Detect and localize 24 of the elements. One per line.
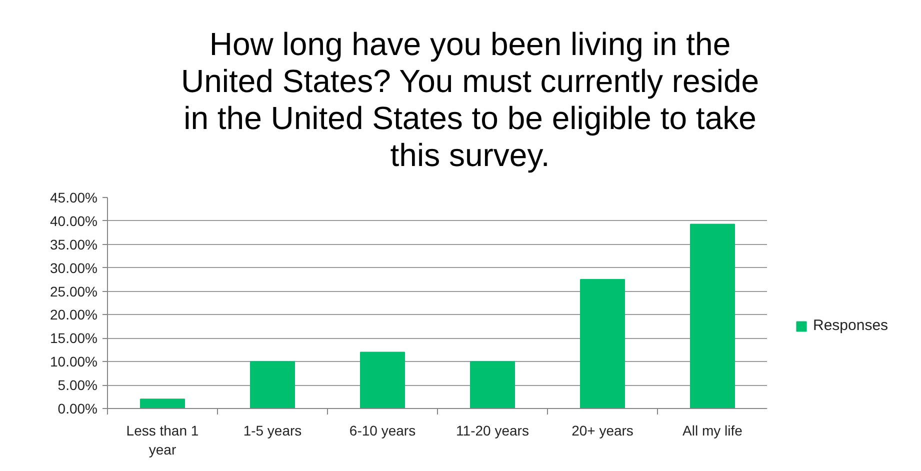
legend-label: Responses: [813, 317, 888, 334]
y-tick-label: 15.00%: [50, 330, 98, 346]
x-tick-label: Less than 1 year: [126, 422, 199, 458]
y-tick-label: 5.00%: [58, 377, 98, 394]
y-tick-label: 25.00%: [50, 283, 98, 300]
y-tick-label: 30.00%: [50, 260, 98, 276]
y-tick-label: 40.00%: [50, 212, 98, 229]
bar: [360, 352, 405, 408]
y-tick-label: 45.00%: [50, 190, 98, 206]
x-tick-label: 20+ years: [572, 422, 634, 438]
x-tick-label: All my life: [682, 422, 743, 438]
bar: [140, 398, 185, 408]
y-tick-label: 35.00%: [50, 236, 98, 252]
y-tick-label: 10.00%: [50, 354, 98, 370]
bar: [250, 361, 295, 408]
y-tick-label: 0.00%: [58, 400, 98, 416]
y-tick-label: 20.00%: [50, 306, 98, 323]
bar: [690, 224, 735, 408]
bar: [580, 279, 625, 408]
chart-title: How long have you been living in the United States? You must currently reside in the United States to be eligible to take this survey.: [180, 25, 760, 174]
x-tick-label: 11-20 years: [456, 422, 529, 438]
x-tick-label: 6-10 years: [349, 422, 416, 438]
x-tick-label: 1-5 years: [243, 422, 302, 438]
bar: [470, 361, 515, 408]
